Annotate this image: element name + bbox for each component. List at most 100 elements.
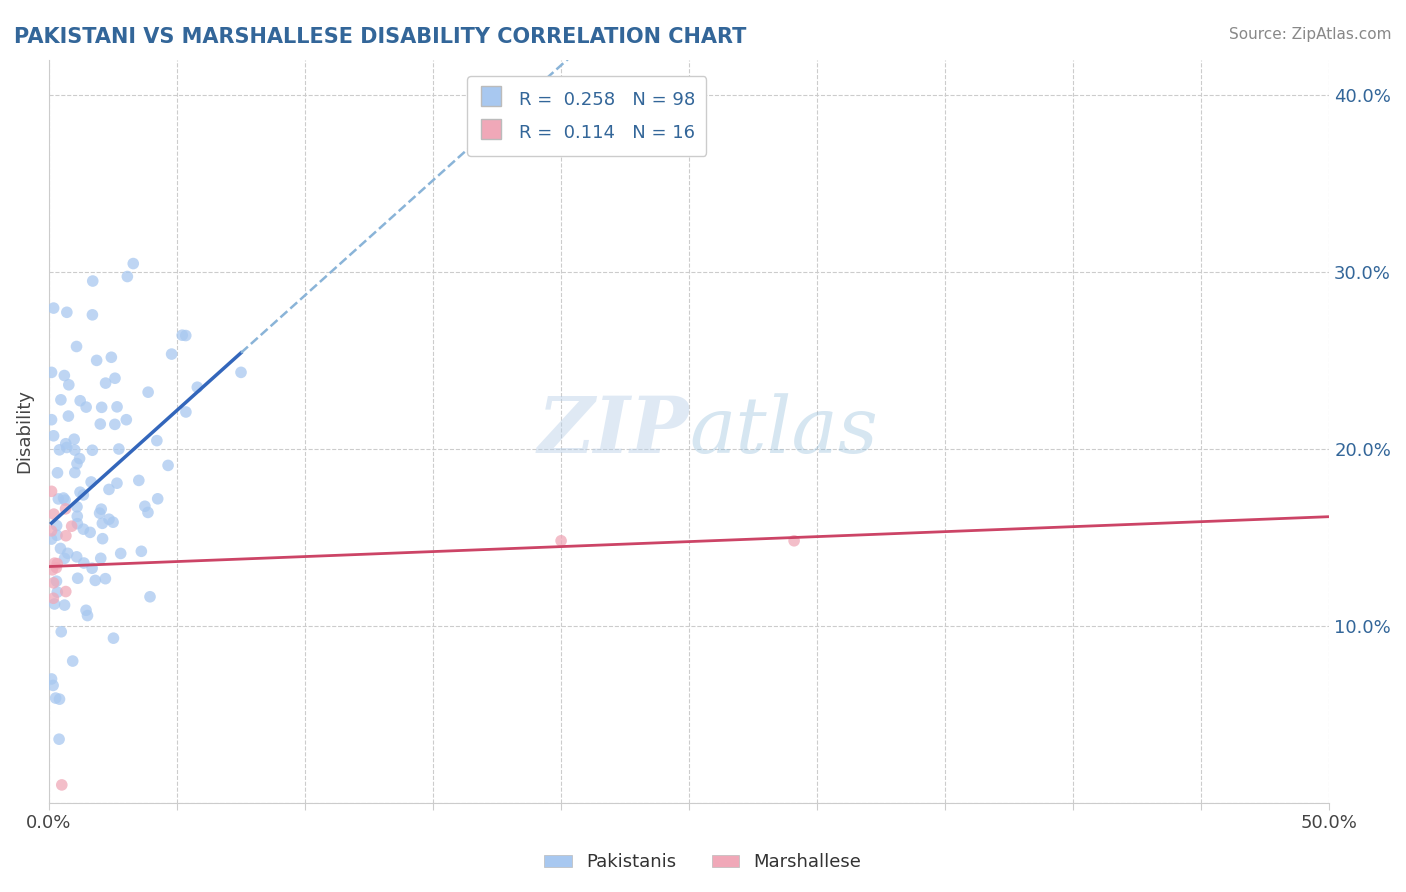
Point	[89, 506, 111, 520]
Point	[136, 505, 159, 519]
Point	[550, 533, 572, 548]
Point	[58, 377, 80, 392]
Point	[55, 584, 77, 599]
Y-axis label: Disability: Disability	[15, 389, 32, 473]
Point	[146, 491, 169, 506]
Point	[42, 507, 65, 521]
Point	[51, 778, 73, 792]
Point	[55, 436, 77, 450]
Point	[76, 608, 98, 623]
Point	[46, 557, 69, 571]
Text: Source: ZipAtlas.com: Source: ZipAtlas.com	[1229, 27, 1392, 42]
Point	[49, 392, 72, 407]
Point	[115, 413, 138, 427]
Point	[55, 529, 77, 543]
Point	[46, 466, 69, 480]
Point	[136, 385, 159, 400]
Point	[82, 274, 104, 288]
Point	[79, 525, 101, 540]
Point	[46, 491, 69, 506]
Point	[89, 417, 111, 431]
Point	[56, 305, 79, 319]
Point	[65, 339, 87, 353]
Point	[104, 417, 127, 432]
Point	[110, 546, 132, 560]
Point	[42, 591, 65, 606]
Point	[53, 598, 76, 612]
Point	[80, 561, 103, 575]
Point	[134, 500, 156, 514]
Point	[174, 328, 197, 343]
Point	[186, 380, 208, 394]
Legend: Pakistanis, Marshallese: Pakistanis, Marshallese	[537, 847, 869, 879]
Point	[91, 516, 114, 531]
Point	[72, 522, 94, 536]
Point	[160, 347, 183, 361]
Point	[53, 493, 76, 508]
Point	[103, 631, 125, 645]
Point	[66, 516, 89, 531]
Point	[46, 528, 69, 542]
Point	[100, 351, 122, 365]
Point	[90, 551, 112, 566]
Point	[69, 451, 91, 466]
Point	[62, 654, 84, 668]
Point	[48, 692, 70, 706]
Point	[91, 532, 114, 546]
Point	[45, 518, 67, 533]
Point	[66, 571, 89, 585]
Point	[122, 256, 145, 270]
Point	[108, 442, 131, 456]
Point	[117, 269, 139, 284]
Point	[69, 393, 91, 408]
Point	[63, 432, 86, 446]
Point	[69, 485, 91, 500]
Point	[41, 563, 63, 577]
Point	[104, 371, 127, 385]
Point	[94, 572, 117, 586]
Point	[66, 457, 89, 471]
Point	[783, 533, 806, 548]
Point	[45, 560, 67, 574]
Point	[48, 732, 70, 747]
Point	[63, 466, 86, 480]
Text: ZIP: ZIP	[537, 392, 689, 469]
Point	[41, 484, 63, 499]
Point	[58, 409, 80, 423]
Point	[84, 574, 107, 588]
Point	[172, 328, 194, 343]
Point	[82, 443, 104, 458]
Point	[94, 376, 117, 391]
Point	[52, 491, 75, 505]
Point	[105, 400, 128, 414]
Point	[174, 405, 197, 419]
Point	[55, 501, 77, 516]
Point	[86, 353, 108, 368]
Point	[139, 590, 162, 604]
Point	[63, 443, 86, 458]
Point	[53, 368, 76, 383]
Point	[51, 624, 73, 639]
Point	[48, 442, 70, 457]
Point	[72, 488, 94, 502]
Point	[60, 519, 83, 533]
Point	[41, 413, 63, 427]
Point	[80, 475, 103, 489]
Point	[41, 672, 63, 686]
Point	[101, 515, 124, 529]
Point	[73, 556, 96, 570]
Point	[229, 365, 252, 379]
Point	[42, 575, 65, 590]
Point	[45, 691, 67, 706]
Legend: R =  0.258   N = 98, R =  0.114   N = 16: R = 0.258 N = 98, R = 0.114 N = 16	[467, 76, 706, 156]
Point	[66, 549, 89, 564]
Point	[56, 546, 79, 560]
Point	[41, 532, 63, 546]
Point	[90, 401, 112, 415]
Point	[53, 551, 76, 566]
Point	[97, 483, 120, 497]
Point	[55, 441, 77, 455]
Point	[105, 476, 128, 491]
Point	[75, 400, 97, 414]
Point	[90, 502, 112, 516]
